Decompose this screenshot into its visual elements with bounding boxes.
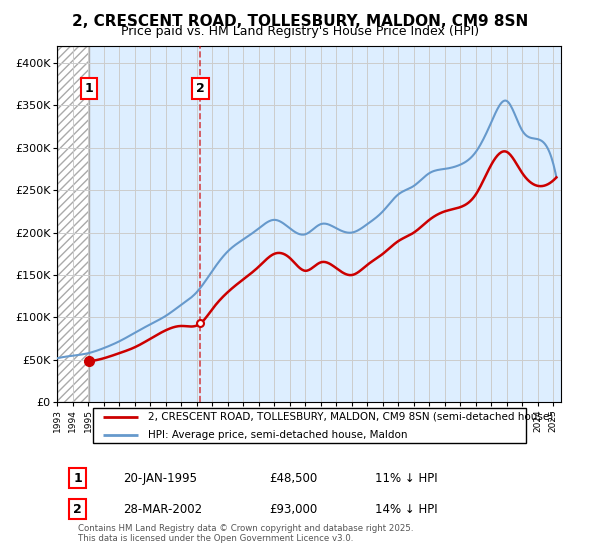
Text: £93,000: £93,000 <box>269 502 317 516</box>
FancyBboxPatch shape <box>92 408 526 444</box>
Text: Contains HM Land Registry data © Crown copyright and database right 2025.
This d: Contains HM Land Registry data © Crown c… <box>77 524 413 543</box>
Text: £48,500: £48,500 <box>269 472 317 485</box>
Text: Price paid vs. HM Land Registry's House Price Index (HPI): Price paid vs. HM Land Registry's House … <box>121 25 479 38</box>
Text: 20-JAN-1995: 20-JAN-1995 <box>123 472 197 485</box>
Bar <box>58 46 89 403</box>
Text: 1: 1 <box>85 82 94 95</box>
Text: 14% ↓ HPI: 14% ↓ HPI <box>375 502 437 516</box>
Text: 1: 1 <box>73 472 82 485</box>
Text: 2: 2 <box>73 502 82 516</box>
Text: 2: 2 <box>196 82 205 95</box>
Text: 2, CRESCENT ROAD, TOLLESBURY, MALDON, CM9 8SN (semi-detached house): 2, CRESCENT ROAD, TOLLESBURY, MALDON, CM… <box>148 412 553 422</box>
Text: 28-MAR-2002: 28-MAR-2002 <box>123 502 202 516</box>
Text: 2, CRESCENT ROAD, TOLLESBURY, MALDON, CM9 8SN: 2, CRESCENT ROAD, TOLLESBURY, MALDON, CM… <box>72 14 528 29</box>
Text: 11% ↓ HPI: 11% ↓ HPI <box>375 472 437 485</box>
Text: HPI: Average price, semi-detached house, Maldon: HPI: Average price, semi-detached house,… <box>148 430 407 440</box>
Bar <box>58 46 89 403</box>
